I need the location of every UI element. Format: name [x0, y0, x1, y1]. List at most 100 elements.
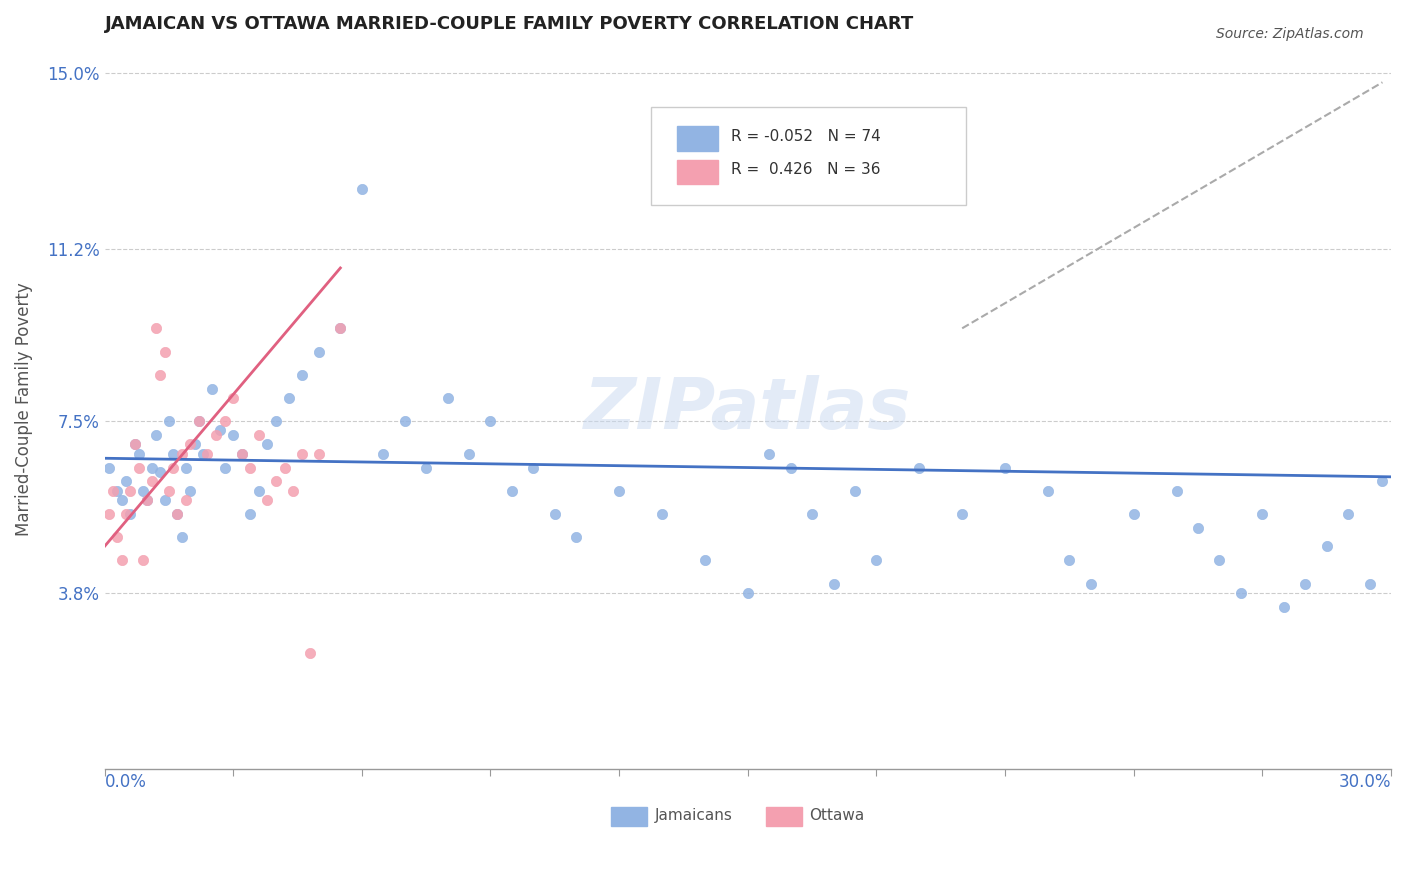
- Point: [283, 483, 305, 498]
- Point: [170, 530, 193, 544]
- Point: [115, 507, 138, 521]
- Point: [222, 391, 245, 405]
- Point: [1272, 599, 1295, 614]
- Point: [373, 447, 395, 461]
- Point: [124, 437, 146, 451]
- Point: [1036, 483, 1059, 498]
- Point: [994, 460, 1017, 475]
- Point: [174, 460, 197, 475]
- Point: [1294, 576, 1316, 591]
- Point: [264, 475, 287, 489]
- Point: [1230, 586, 1253, 600]
- Point: [166, 507, 188, 521]
- Point: [565, 530, 588, 544]
- Point: [153, 344, 176, 359]
- Point: [1122, 507, 1144, 521]
- Point: [522, 460, 544, 475]
- Point: [308, 447, 330, 461]
- Point: [197, 447, 219, 461]
- Point: [1059, 553, 1081, 567]
- Text: Ottawa: Ottawa: [810, 808, 865, 823]
- Point: [436, 391, 458, 405]
- Text: R =  0.426   N = 36: R = 0.426 N = 36: [731, 162, 880, 178]
- Point: [136, 493, 159, 508]
- Point: [950, 507, 973, 521]
- Point: [120, 483, 142, 498]
- Point: [145, 321, 167, 335]
- Point: [823, 576, 845, 591]
- Point: [651, 507, 673, 521]
- Point: [264, 414, 287, 428]
- Point: [1080, 576, 1102, 591]
- Point: [209, 424, 232, 438]
- Point: [277, 391, 299, 405]
- Point: [187, 414, 209, 428]
- Point: [191, 447, 214, 461]
- Point: [291, 447, 314, 461]
- Point: [1337, 507, 1360, 521]
- Point: [458, 447, 481, 461]
- Point: [128, 460, 150, 475]
- Point: [779, 460, 801, 475]
- Point: [908, 460, 931, 475]
- Point: [187, 414, 209, 428]
- Point: [101, 483, 124, 498]
- Text: Source: ZipAtlas.com: Source: ZipAtlas.com: [1216, 27, 1364, 41]
- Point: [115, 475, 138, 489]
- Point: [737, 586, 759, 600]
- Point: [183, 437, 205, 451]
- Point: [222, 428, 245, 442]
- Text: R = -0.052   N = 74: R = -0.052 N = 74: [731, 128, 880, 144]
- Point: [174, 493, 197, 508]
- Point: [247, 483, 270, 498]
- Point: [299, 646, 322, 660]
- Point: [179, 437, 201, 451]
- Point: [132, 483, 155, 498]
- Point: [1371, 475, 1393, 489]
- Point: [231, 447, 253, 461]
- Point: [239, 507, 262, 521]
- Point: [415, 460, 437, 475]
- Point: [162, 460, 184, 475]
- Point: [308, 344, 330, 359]
- Point: [479, 414, 502, 428]
- Point: [111, 553, 134, 567]
- Text: Jamaicans: Jamaicans: [655, 808, 733, 823]
- Point: [124, 437, 146, 451]
- Point: [844, 483, 866, 498]
- Point: [157, 414, 180, 428]
- Point: [205, 428, 228, 442]
- Point: [170, 447, 193, 461]
- Point: [239, 460, 262, 475]
- Point: [132, 553, 155, 567]
- Point: [97, 507, 120, 521]
- Point: [105, 483, 128, 498]
- Point: [273, 460, 295, 475]
- Point: [1316, 540, 1339, 554]
- Point: [105, 530, 128, 544]
- Point: [1251, 507, 1274, 521]
- FancyBboxPatch shape: [766, 807, 801, 826]
- FancyBboxPatch shape: [651, 107, 966, 204]
- Point: [865, 553, 887, 567]
- Y-axis label: Married-Couple Family Poverty: Married-Couple Family Poverty: [15, 283, 32, 536]
- Point: [291, 368, 314, 382]
- Point: [153, 493, 176, 508]
- Point: [501, 483, 523, 498]
- Point: [128, 447, 150, 461]
- Point: [544, 507, 567, 521]
- Point: [162, 447, 184, 461]
- Point: [1358, 576, 1381, 591]
- Point: [801, 507, 824, 521]
- Text: JAMAICAN VS OTTAWA MARRIED-COUPLE FAMILY POVERTY CORRELATION CHART: JAMAICAN VS OTTAWA MARRIED-COUPLE FAMILY…: [104, 15, 914, 33]
- Text: 30.0%: 30.0%: [1339, 773, 1391, 791]
- Point: [214, 460, 236, 475]
- FancyBboxPatch shape: [612, 807, 647, 826]
- Point: [136, 493, 159, 508]
- Point: [201, 382, 224, 396]
- Point: [157, 483, 180, 498]
- Point: [693, 553, 716, 567]
- Point: [394, 414, 416, 428]
- Point: [149, 368, 172, 382]
- Point: [231, 447, 253, 461]
